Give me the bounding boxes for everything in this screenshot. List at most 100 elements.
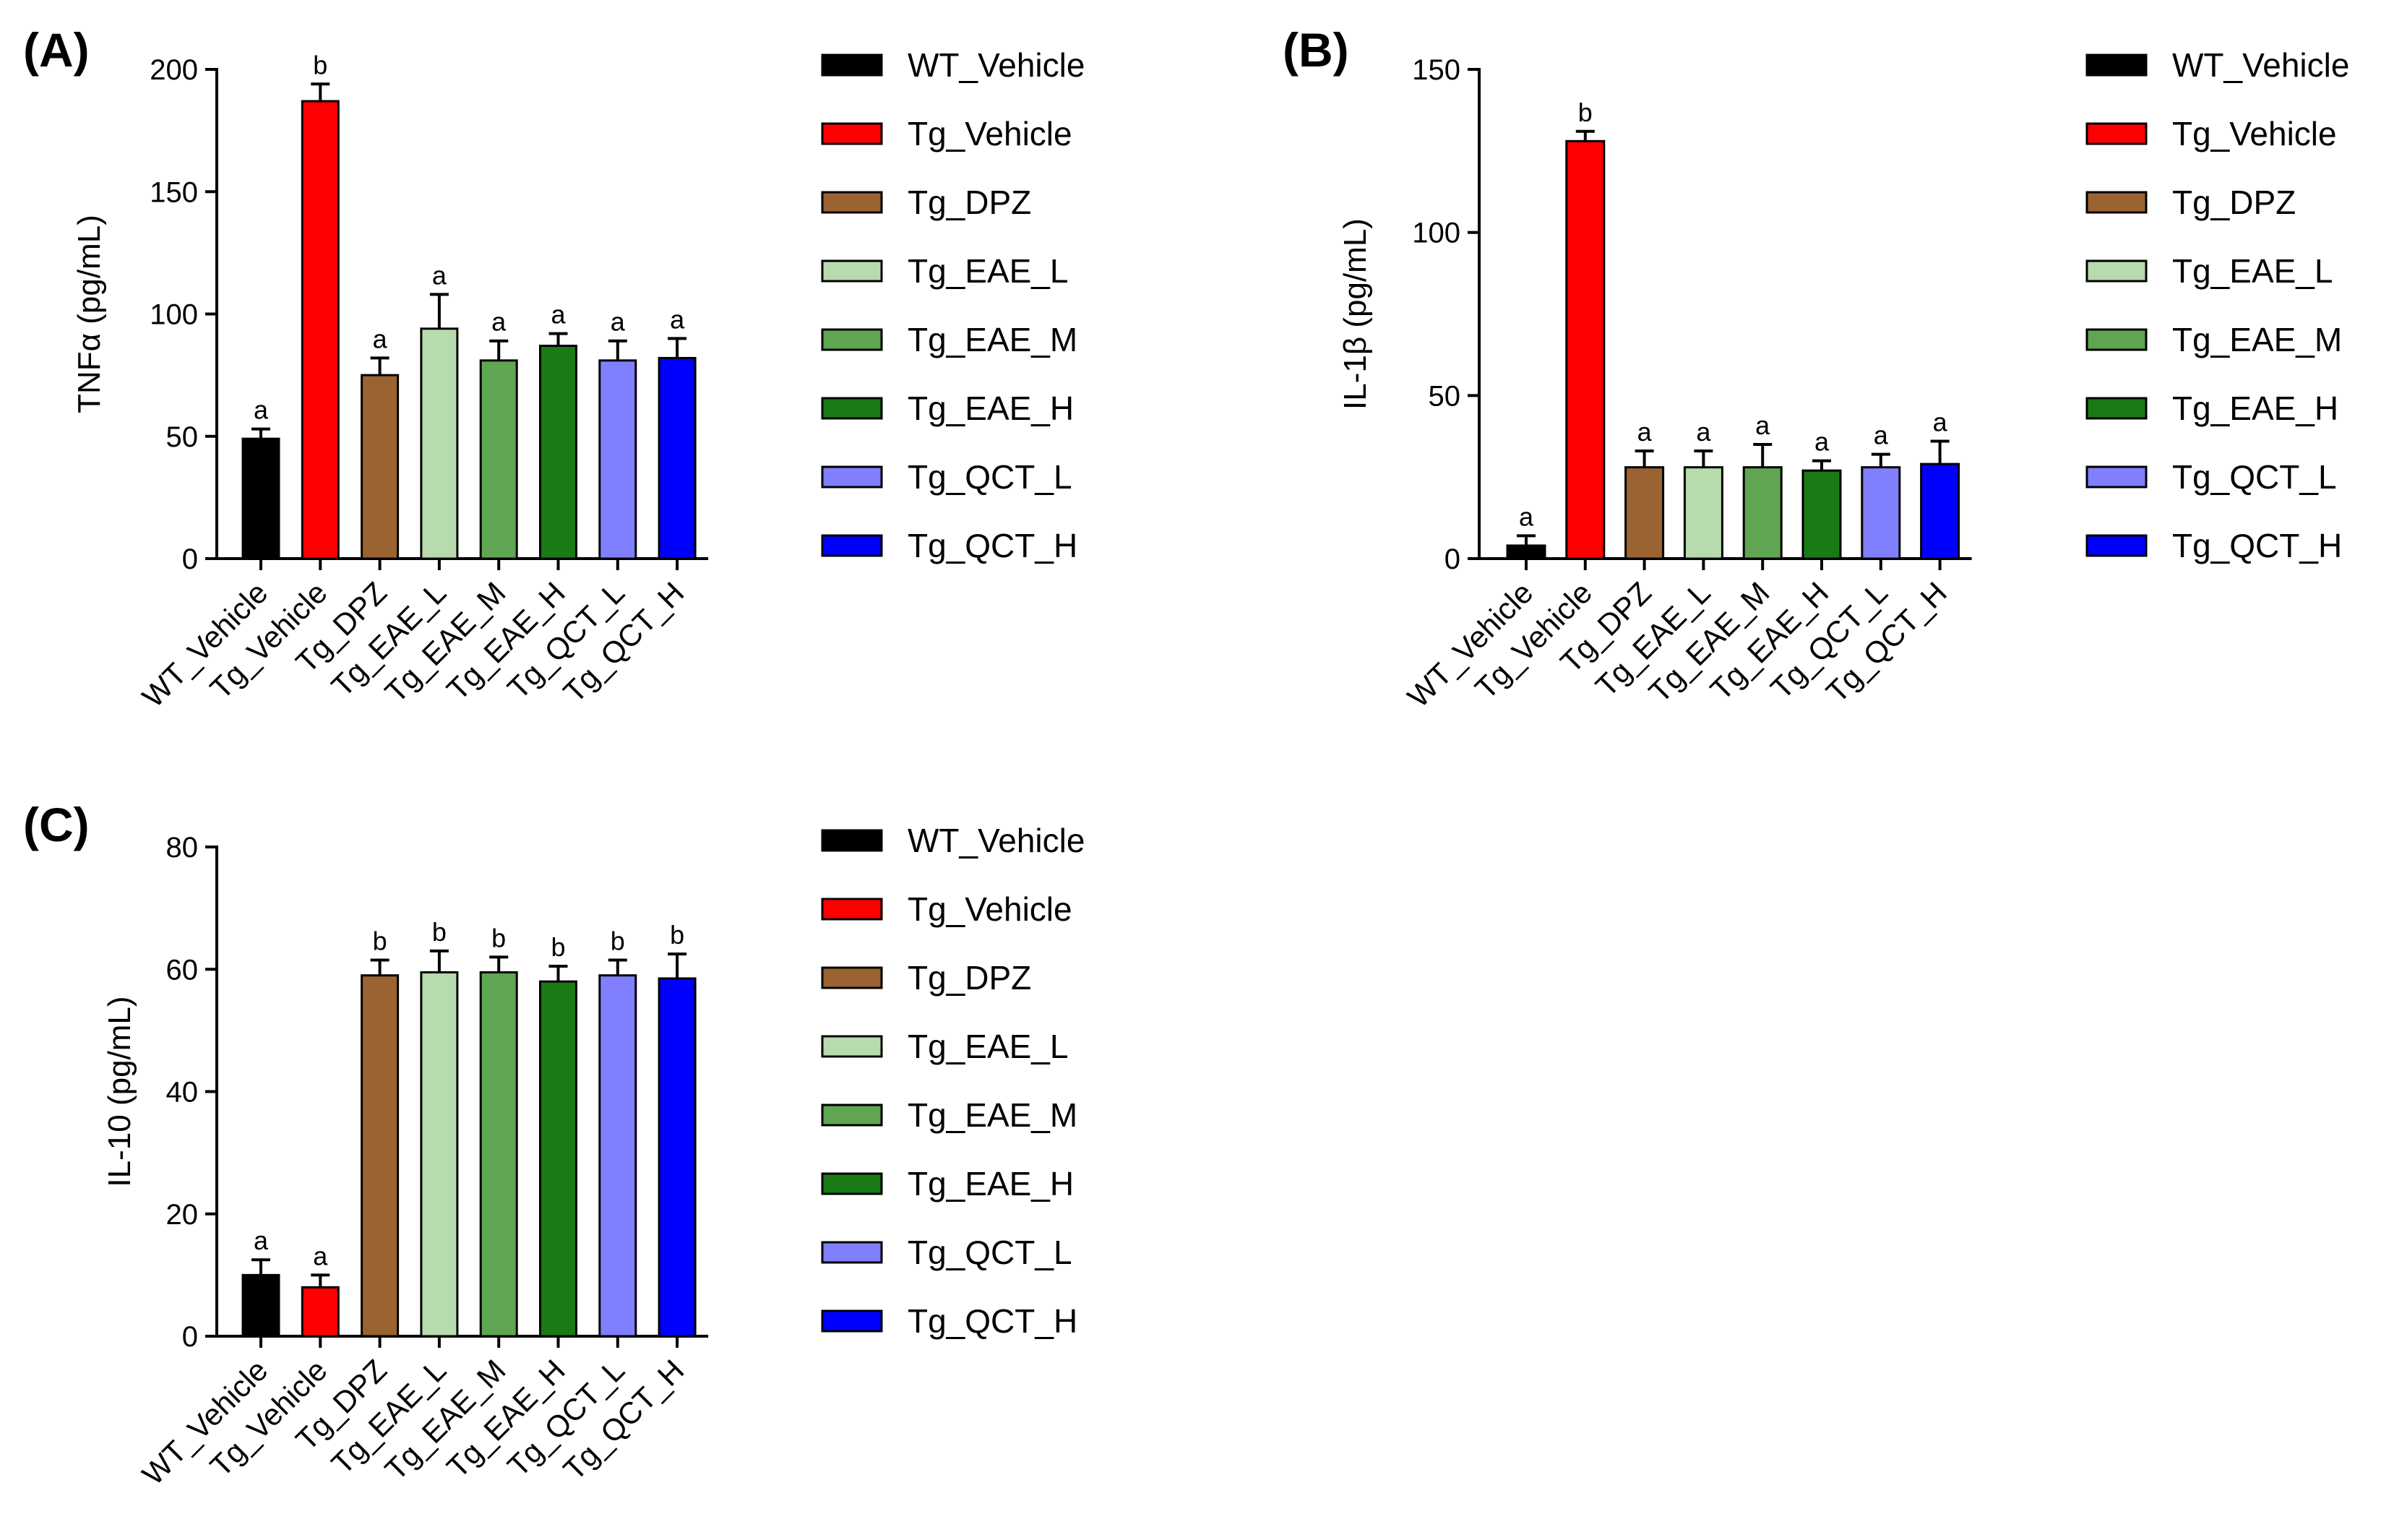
significance-letter: a [491,307,507,337]
legend-swatch [2085,465,2148,489]
legend-swatch [821,1172,883,1195]
legend-label: Tg_QCT_L [2172,458,2337,496]
significance-letter: a [551,300,566,330]
y-axis-label: IL-10 (pg/mL) [102,996,137,1187]
legend-swatch [821,1241,883,1264]
significance-letter: a [1814,427,1830,457]
bar-wt-vehicle [241,1273,280,1338]
legend-label: WT_Vehicle [908,46,1085,84]
bar-tg-qct-l [598,359,637,560]
y-tick-label: 150 [1412,54,1460,86]
legend-swatch [821,465,883,489]
legend-label: Tg_DPZ [908,959,1031,997]
bar-tg-qct-h [1920,463,1960,560]
significance-letter: b [313,50,327,79]
significance-letter: a [1755,410,1770,440]
bar-tg-eae-h [539,345,577,560]
y-tick-label: 60 [166,954,199,986]
legend-label: Tg_EAE_H [908,1165,1074,1203]
significance-letter: a [1933,408,1948,437]
bar-tg-dpz [1624,466,1665,560]
significance-letter: a [1519,502,1534,531]
bar-tg-dpz [361,374,400,560]
significance-letter: a [313,1241,328,1270]
bar-tg-eae-l [420,971,459,1338]
significance-letter: b [1578,98,1593,127]
panel-label: (A) [23,23,90,77]
y-axis-label: IL-1β (pg/mL) [1338,218,1373,410]
legend-swatch [821,1309,883,1333]
bar-tg-eae-l [420,327,459,560]
bar-tg-eae-m [479,971,518,1338]
significance-letter: a [1637,417,1653,447]
bar-tg-eae-h [539,980,577,1338]
legend-label: Tg_QCT_H [908,527,1077,564]
y-tick-label: 100 [1412,218,1460,249]
legend-swatch [821,534,883,557]
significance-letter: b [432,917,447,947]
significance-letter: b [551,932,565,962]
legend-label: WT_Vehicle [2172,46,2349,84]
significance-letter: a [432,260,447,290]
legend-label: Tg_EAE_L [908,252,1068,290]
legend-swatch [821,1104,883,1127]
legend-label: Tg_DPZ [908,184,1031,221]
bar-tg-eae-l [1683,466,1723,560]
legend-swatch [2085,534,2148,557]
legend-label: Tg_DPZ [2172,184,2296,221]
legend-label: Tg_EAE_L [2172,252,2333,290]
legend-label: Tg_Vehicle [908,890,1072,928]
legend-swatch [821,829,883,852]
legend-label: Tg_EAE_M [908,1096,1077,1134]
significance-letter: a [670,304,685,334]
legend-label: WT_Vehicle [908,822,1085,859]
y-tick-label: 150 [150,176,198,208]
bar-tg-eae-h [1801,469,1842,560]
y-tick-label: 100 [150,299,198,331]
legend-label: Tg_Vehicle [908,115,1072,152]
bar-tg-dpz [361,974,400,1338]
bar-wt-vehicle [241,437,280,560]
significance-letter: b [670,920,684,950]
legend-swatch [821,259,883,283]
legend-label: Tg_EAE_L [908,1028,1068,1065]
panel-label: (C) [23,798,90,851]
significance-letter: a [1874,421,1889,450]
bar-tg-vehicle [301,1286,340,1338]
y-tick-label: 50 [166,421,199,453]
y-tick-label: 50 [1429,380,1461,412]
legend-label: Tg_QCT_H [2172,527,2342,564]
legend-swatch [821,397,883,420]
legend-swatch [2085,191,2148,214]
y-tick-label: 200 [150,54,198,86]
bar-tg-qct-h [658,977,697,1338]
legend-label: Tg_EAE_M [908,321,1077,358]
legend-label: Tg_Vehicle [2172,115,2337,152]
bar-tg-qct-l [1861,466,1901,560]
y-tick-label: 0 [182,1321,198,1353]
significance-letter: b [611,926,625,956]
legend-label: Tg_EAE_H [2172,390,2338,427]
panel-a: (A) 0 50 100 150 200 TNFα (pg/mL) a WT_Vehicle b T… [23,23,1085,714]
legend-swatch [2085,259,2148,283]
legend-label: Tg_QCT_L [908,1234,1072,1271]
legend-swatch [821,328,883,351]
bar-wt-vehicle [1506,544,1546,560]
legend-swatch [821,53,883,77]
legend-swatch [821,898,883,921]
legend-swatch [2085,122,2148,145]
legend-swatch [821,191,883,214]
bar-tg-eae-m [1742,466,1783,560]
y-tick-label: 0 [1444,543,1460,575]
legend-label: Tg_EAE_H [908,390,1074,427]
bar-tg-eae-m [479,359,518,560]
legend-swatch [821,122,883,145]
legend-label: Tg_EAE_M [2172,321,2342,358]
y-tick-label: 40 [166,1077,199,1109]
bar-tg-vehicle [301,100,340,560]
legend-swatch [2085,397,2148,420]
legend-label: Tg_QCT_H [908,1302,1077,1340]
